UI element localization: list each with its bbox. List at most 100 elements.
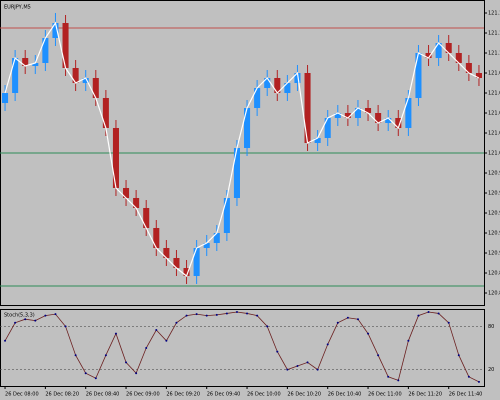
candle-body <box>445 43 452 53</box>
candle-body <box>72 68 79 83</box>
x-tick-label: 26 Dec 09:00 <box>126 392 160 398</box>
candle-body <box>354 108 361 118</box>
oscillator-point <box>14 321 17 324</box>
oscillator-point <box>235 311 238 313</box>
candle-body <box>395 118 402 128</box>
candle-body <box>133 198 140 208</box>
oscillator-point <box>407 339 410 342</box>
candle-body <box>425 53 432 58</box>
x-tick-label: 26 Dec 10:40 <box>328 392 362 398</box>
oscillator-point <box>54 313 57 316</box>
y-tick-label: 121.14 <box>488 11 500 17</box>
candle-body <box>163 248 170 258</box>
x-tick-label: 26 Dec 10:20 <box>287 392 321 398</box>
y-tick-label: 120.88 <box>488 271 500 277</box>
candle-body <box>334 113 341 118</box>
oscillator-point <box>447 321 450 324</box>
oscillator-point <box>397 379 400 382</box>
x-tick-label: 26 Dec 10:00 <box>247 392 281 398</box>
x-tick-label: 26 Dec 11:20 <box>408 392 442 398</box>
oscillator-point <box>34 319 37 322</box>
x-tick-label: 26 Dec 09:20 <box>166 392 200 398</box>
oscillator-point <box>427 311 430 313</box>
oscillator-point <box>24 318 27 321</box>
candle-body <box>102 98 109 128</box>
candle-body <box>465 63 472 73</box>
candle-body <box>274 78 281 93</box>
candle-body <box>344 113 351 118</box>
candle-body <box>2 93 9 103</box>
candle-body <box>213 233 220 243</box>
candle-body <box>173 258 180 268</box>
candle-body <box>193 248 200 276</box>
y-tick-label: 120.96 <box>488 191 500 197</box>
oscillator-point <box>205 314 208 317</box>
candle-body <box>183 268 190 276</box>
candle-body <box>375 113 382 123</box>
x-tick-label: 26 Dec 08:40 <box>86 392 120 398</box>
oscillator-point <box>346 316 349 319</box>
candle-body <box>284 83 291 93</box>
oscillator-point <box>155 329 158 331</box>
y-tick-label: 80 <box>488 324 494 330</box>
oscillator-title: Stoch(5,3,3) <box>4 313 35 319</box>
candle-body <box>475 73 482 78</box>
candle-body <box>82 78 89 83</box>
candle-body <box>324 118 331 138</box>
candle-body <box>415 53 422 98</box>
candle-body <box>405 98 412 128</box>
oscillator-panel <box>0 309 485 387</box>
y-tick-label: 120.86 <box>488 291 500 297</box>
candle-body <box>153 228 160 248</box>
oscillator-point <box>387 375 390 378</box>
oscillator-point <box>114 332 117 335</box>
y-tick-label: 121.04 <box>488 111 500 117</box>
oscillator-point <box>135 372 138 375</box>
candle-body <box>385 118 392 123</box>
oscillator-point <box>4 339 7 342</box>
close-line <box>4 21 480 277</box>
candle-body <box>365 108 372 113</box>
y-tick-label: 120.94 <box>488 211 500 217</box>
oscillator-point <box>195 313 198 316</box>
oscillator-point <box>457 354 460 357</box>
oscillator-point <box>246 312 249 315</box>
y-tick-label: 121.00 <box>488 151 500 157</box>
candle-body <box>244 108 251 148</box>
x-tick-label: 26 Dec 09:40 <box>207 392 241 398</box>
candle-body <box>143 208 150 228</box>
candle-body <box>32 63 39 66</box>
oscillator-point <box>336 321 339 324</box>
oscillator-point <box>225 312 228 315</box>
x-tick-label: 26 Dec 11:00 <box>368 392 402 398</box>
candle-body <box>223 198 230 233</box>
y-tick-label: 120.92 <box>488 231 500 237</box>
oscillator-point <box>256 314 259 317</box>
y-tick-label: 121.12 <box>488 31 500 37</box>
oscillator-point <box>74 354 77 357</box>
oscillator-point <box>266 325 269 328</box>
oscillator-line <box>4 311 480 383</box>
x-tick-label: 26 Dec 11:40 <box>449 392 483 398</box>
x-tick-label: 26 Dec 08:00 <box>5 392 39 398</box>
oscillator-point <box>477 380 480 383</box>
candle-body <box>435 43 442 58</box>
candle-body <box>264 78 271 88</box>
oscillator-point <box>215 313 218 316</box>
y-tick-label: 20 <box>488 367 494 373</box>
candle-body <box>304 73 311 143</box>
y-tick-label: 120.90 <box>488 251 500 257</box>
oscillator-point <box>104 354 107 357</box>
oscillator-point <box>276 350 279 353</box>
oscillator-point <box>125 361 128 364</box>
x-tick-label: 26 Dec 08:20 <box>45 392 79 398</box>
oscillator-point <box>165 339 168 342</box>
candle-body <box>294 73 301 83</box>
oscillator-point <box>94 377 97 380</box>
candle-body <box>233 148 240 198</box>
oscillator-point <box>296 365 299 367</box>
oscillator-point <box>175 321 178 324</box>
candle-body <box>112 128 119 188</box>
